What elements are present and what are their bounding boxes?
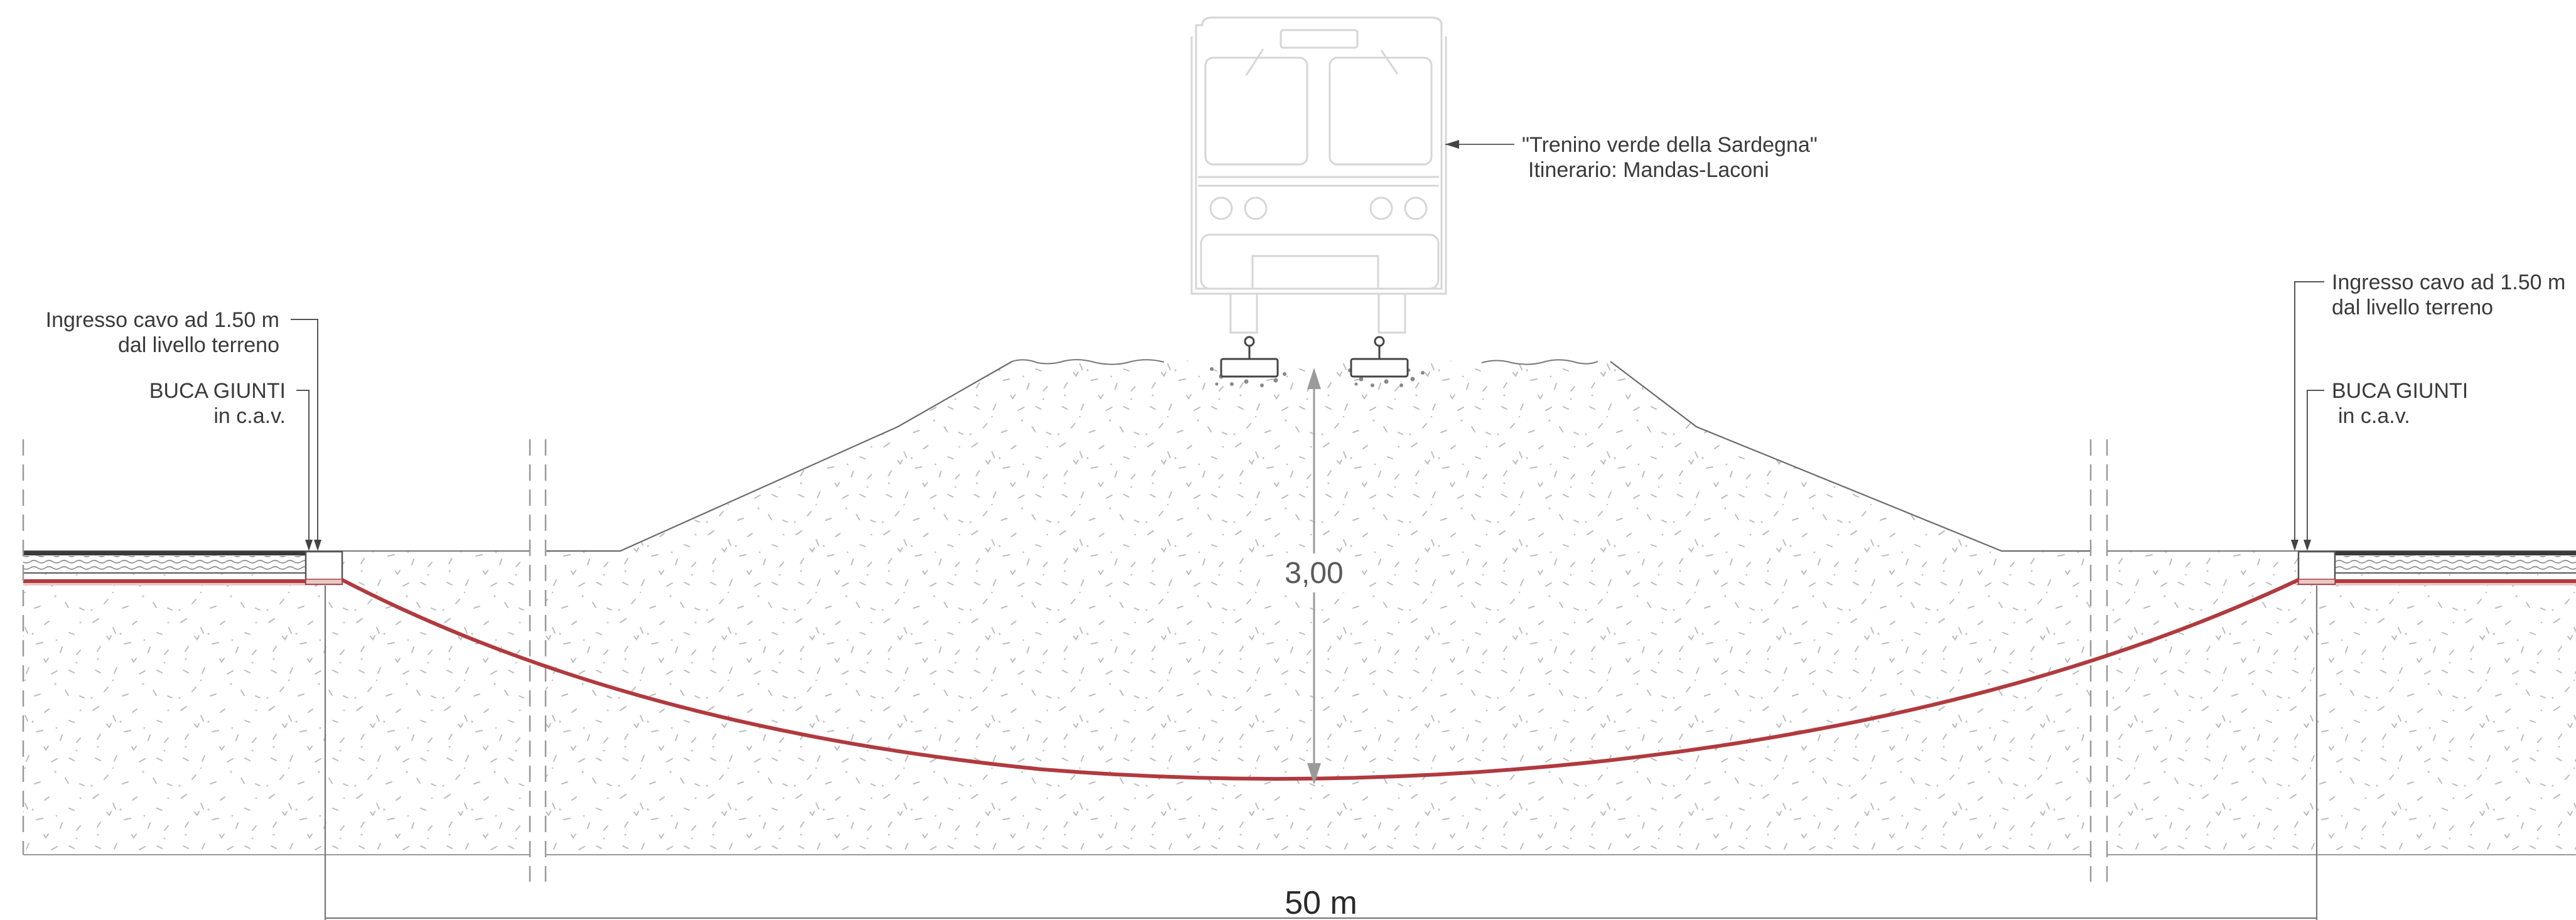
- soil-right-segment: [2107, 550, 2576, 855]
- junction-pit-right-icon: [2297, 550, 2336, 586]
- depth-dimension-mask: [1273, 554, 1355, 592]
- left-entry-label-line1: Ingresso cavo ad 1.50 m: [46, 308, 279, 332]
- right-entry-leader: [2294, 281, 2324, 543]
- left-entry-label-line2: dal livello terreno: [118, 333, 279, 357]
- train-outline-icon: [1190, 16, 1447, 334]
- left-pit-arrow: [305, 540, 313, 551]
- train-label-line2: Itinerario: Mandas-Laconi: [1528, 158, 1769, 182]
- right-pit-arrow: [2304, 540, 2311, 551]
- left-pit-label-line2: in c.a.v.: [213, 404, 286, 428]
- left-pit-leader: [296, 390, 310, 543]
- right-pit-label-line1: BUCA GIUNTI: [2332, 379, 2468, 403]
- road-pavement-right: [2335, 551, 2576, 586]
- depth-dimension-label: 3,00: [1285, 557, 1343, 590]
- left-pit-label-line1: BUCA GIUNTI: [149, 379, 286, 403]
- right-pit-leader: [2307, 390, 2324, 543]
- rail-ballast-icon: [1210, 336, 1425, 387]
- right-pit-label-line2: in c.a.v.: [2338, 404, 2410, 428]
- junction-pit-left-icon: [304, 550, 343, 586]
- soil-embankment-segment: [546, 359, 2091, 855]
- span-dimension-label: 50 m: [1285, 885, 1357, 920]
- left-entry-leader: [291, 319, 318, 543]
- left-entry-arrow: [314, 540, 321, 551]
- train-label-line1: "Trenino verde della Sardegna": [1522, 133, 1818, 157]
- span-dimension-line: [324, 586, 2318, 920]
- right-entry-arrow: [2291, 540, 2298, 551]
- right-entry-label-line1: Ingresso cavo ad 1.50 m: [2332, 270, 2565, 294]
- section-break-lines: [22, 439, 2108, 882]
- soil-left-segment: [23, 550, 530, 855]
- right-entry-label-line2: dal livello terreno: [2332, 296, 2493, 319]
- train-leader: [1445, 140, 1514, 149]
- road-pavement-left: [23, 551, 306, 586]
